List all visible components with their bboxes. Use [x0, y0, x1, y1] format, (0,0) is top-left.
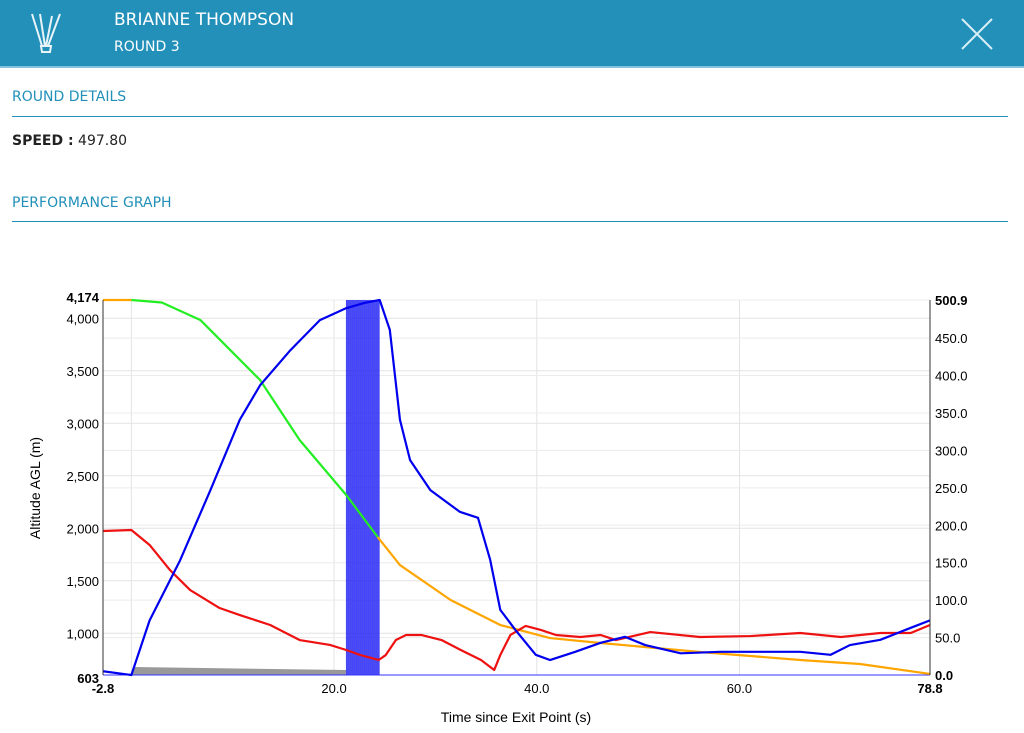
left-tick-label: 3,000 — [66, 416, 99, 431]
x-tick-label: 40.0 — [524, 681, 549, 696]
left-tick-label: 2,500 — [66, 469, 99, 484]
divider — [12, 116, 1008, 117]
speed-row: SPEED : 497.80 — [12, 133, 127, 149]
right-tick-label: 400.0 — [935, 369, 968, 384]
round-details-heading: ROUND DETAILS — [12, 89, 127, 105]
performance-graph-heading: PERFORMANCE GRAPH — [12, 195, 172, 211]
y-axis-label: Altitude AGL (m) — [27, 437, 43, 539]
right-tick-label: 100.0 — [935, 593, 968, 608]
left-tick-label: 3,500 — [66, 364, 99, 379]
series-altitude-post — [376, 536, 931, 676]
athlete-name: BRIANNE THOMPSON — [114, 10, 295, 30]
series-altitude-freefall — [131, 298, 379, 538]
speed-value: 497.80 — [78, 133, 128, 149]
divider — [12, 221, 1008, 222]
right-tick-label: 500.9 — [935, 293, 968, 308]
right-tick-label: 250.0 — [935, 481, 968, 496]
right-tick-label: 150.0 — [935, 556, 968, 571]
left-tick-label: 4,000 — [66, 311, 99, 326]
right-tick-label: 350.0 — [935, 406, 968, 421]
right-tick-label: 300.0 — [935, 443, 968, 458]
x-tick-label: 60.0 — [727, 681, 752, 696]
left-tick-label: 1,000 — [66, 626, 99, 641]
left-tick-label: 2,000 — [66, 521, 99, 536]
right-tick-label: 50.0 — [935, 631, 960, 646]
series-red-series — [102, 528, 931, 672]
speed-label: SPEED : — [12, 133, 74, 149]
left-tick-label: 1,500 — [66, 574, 99, 589]
right-tick-label: 450.0 — [935, 331, 968, 346]
left-tick-label: 4,174 — [66, 290, 99, 305]
right-tick-label: 200.0 — [935, 518, 968, 533]
round-label: ROUND 3 — [114, 39, 180, 55]
scoring-window-band — [346, 300, 380, 675]
x-tick-label: 20.0 — [321, 681, 346, 696]
header-bar: BRIANNE THOMPSON ROUND 3 — [0, 0, 1024, 68]
x-axis-label: Time since Exit Point (s) — [441, 709, 591, 725]
logo-icon — [31, 13, 61, 53]
series-speed — [102, 298, 931, 677]
right-tick-label: 0.0 — [935, 668, 953, 683]
x-tick-label: -2.8 — [92, 681, 114, 696]
x-tick-label: 78.8 — [917, 681, 942, 696]
ground-area — [131, 667, 347, 675]
close-icon[interactable] — [960, 17, 994, 51]
left-tick-label: 603 — [77, 671, 99, 686]
